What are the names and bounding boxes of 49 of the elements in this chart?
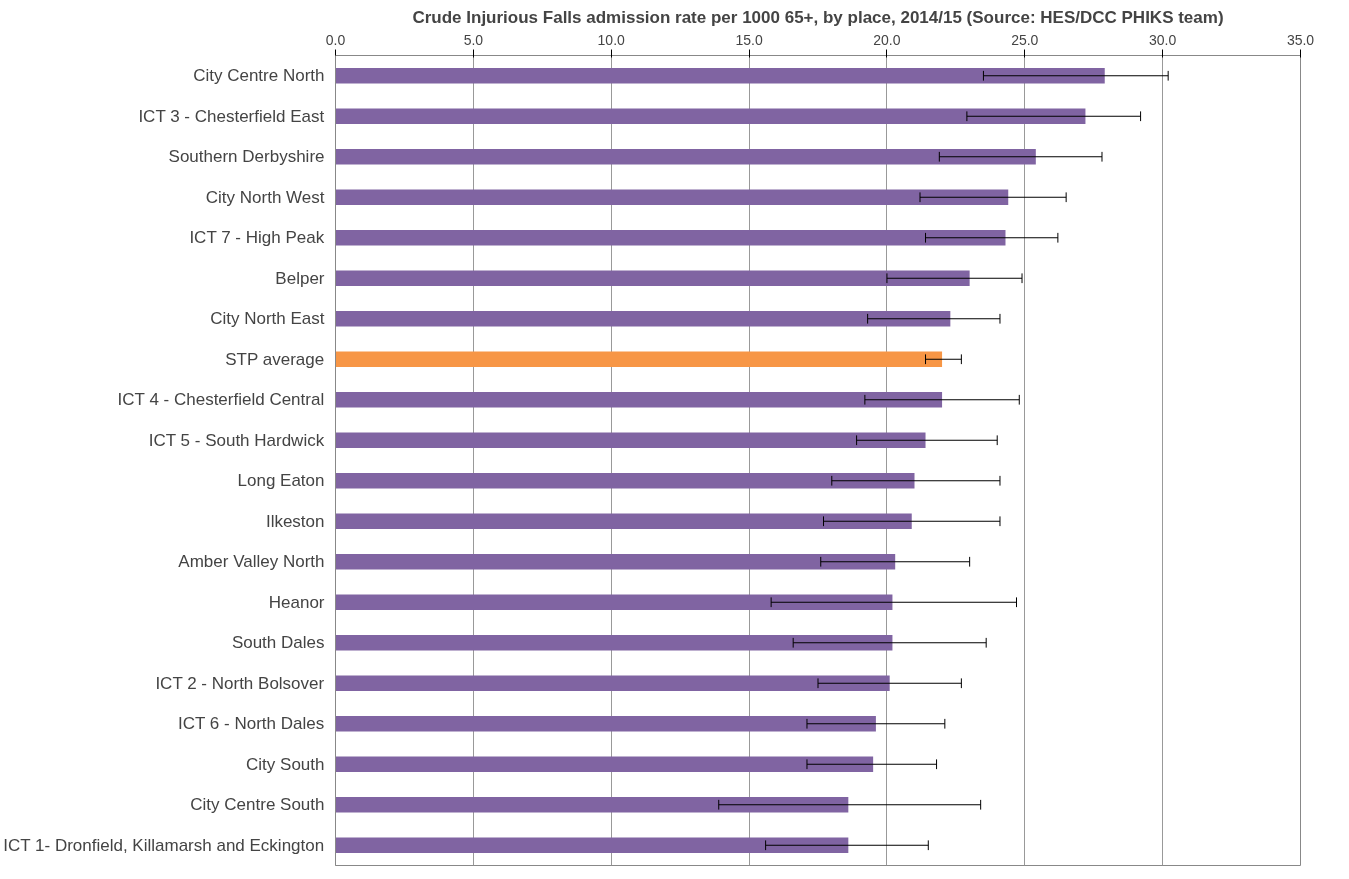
y-tick-label: ICT 2 - North Bolsover bbox=[155, 673, 325, 693]
x-tick-label: 25.0 bbox=[1011, 31, 1039, 48]
x-tick-label: 10.0 bbox=[597, 31, 626, 48]
bar bbox=[335, 351, 943, 367]
y-tick-label: Amber Valley North bbox=[178, 552, 325, 572]
bar bbox=[335, 756, 874, 772]
y-tick-label: STP average bbox=[225, 349, 325, 369]
bar bbox=[335, 716, 876, 732]
bar bbox=[335, 513, 912, 529]
chart-title: Crude Injurious Falls admission rate per 1000 65+, by place, 2014/15 (Source: HES/DCC PHIKS team) bbox=[412, 7, 1224, 27]
bar bbox=[335, 270, 970, 286]
bar bbox=[335, 675, 890, 691]
x-tick-label: 0.0 bbox=[325, 31, 346, 48]
bar bbox=[335, 68, 1105, 84]
bar bbox=[335, 311, 951, 327]
bar bbox=[335, 797, 849, 813]
bar bbox=[335, 392, 943, 408]
y-tick-label: City South bbox=[246, 754, 325, 774]
bar bbox=[335, 554, 896, 570]
y-tick-label: South Dales bbox=[231, 633, 325, 653]
y-tick-label: ICT 6 - North Dales bbox=[178, 714, 325, 734]
bar bbox=[335, 189, 1009, 205]
bar bbox=[335, 837, 849, 853]
y-tick-label: City North East bbox=[210, 309, 325, 329]
y-tick-label: ICT 5 - South Hardwick bbox=[148, 430, 325, 450]
y-tick-label: ICT 1- Dronfield, Killamarsh and Eckington bbox=[3, 835, 325, 855]
bar bbox=[335, 473, 915, 489]
y-tick-label: Long Eaton bbox=[237, 471, 325, 491]
y-tick-label: ICT 3 - Chesterfield East bbox=[138, 106, 325, 126]
bar bbox=[335, 635, 893, 651]
x-tick-label: 5.0 bbox=[463, 31, 484, 48]
y-tick-label: City Centre South bbox=[190, 795, 325, 815]
bar bbox=[335, 149, 1036, 165]
y-tick-label: Ilkeston bbox=[265, 511, 325, 531]
x-tick-label: 15.0 bbox=[735, 31, 763, 48]
bar bbox=[335, 594, 893, 610]
x-tick-label: 20.0 bbox=[873, 31, 901, 48]
bar bbox=[335, 230, 1006, 246]
x-tick-label: 35.0 bbox=[1286, 31, 1315, 48]
y-tick-label: Belper bbox=[275, 268, 325, 288]
bar bbox=[335, 432, 926, 448]
y-tick-label: City Centre North bbox=[193, 66, 325, 86]
y-tick-label: ICT 7 - High Peak bbox=[189, 228, 325, 248]
y-tick-label: City North West bbox=[205, 187, 325, 207]
y-tick-label: ICT 4 - Chesterfield Central bbox=[117, 390, 325, 410]
bar bbox=[335, 108, 1086, 124]
y-tick-label: Southern Derbyshire bbox=[168, 147, 325, 167]
x-tick-label: 30.0 bbox=[1149, 31, 1177, 48]
y-tick-label: Heanor bbox=[268, 592, 325, 612]
